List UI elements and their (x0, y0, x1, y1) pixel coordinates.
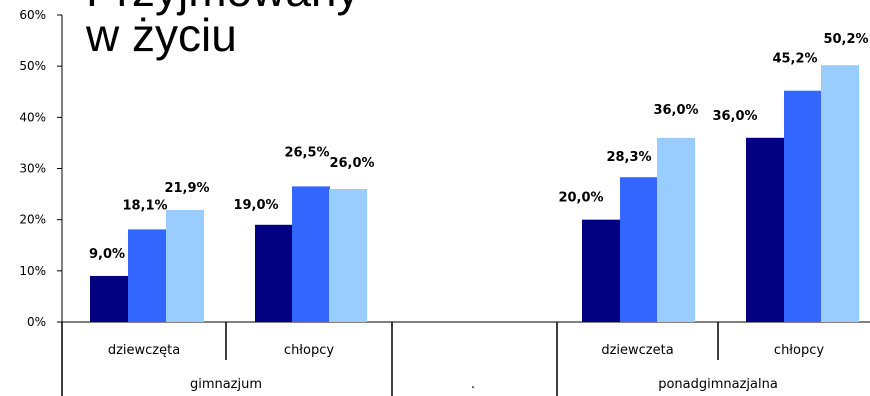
bar (90, 275, 128, 322)
data-label: 20,0% (558, 191, 603, 206)
y-tick-label: 20% (19, 213, 46, 227)
data-label: 45,2% (772, 52, 817, 67)
bar (657, 137, 695, 322)
data-label: 50,2% (823, 32, 868, 47)
chart-title-line1: Przyjmowany (86, 0, 360, 14)
x-category-label: dziewczeta (601, 343, 673, 358)
bar (166, 209, 204, 322)
bar (620, 177, 658, 322)
bar (292, 186, 330, 322)
x-category-label: chłopcy (284, 343, 334, 358)
y-tick-label: 40% (19, 110, 46, 124)
data-label: 9,0% (89, 247, 125, 262)
data-label: 28,3% (606, 150, 651, 165)
y-tick-label: 50% (19, 59, 46, 73)
data-label: 36,0% (712, 109, 757, 124)
y-tick-label: 10% (19, 264, 46, 278)
data-label: 26,5% (284, 145, 329, 160)
y-tick-label: 30% (19, 162, 46, 176)
bar (128, 229, 166, 322)
x-group-label: gimnazjum (190, 377, 262, 392)
bar (329, 188, 367, 322)
data-label: 18,1% (122, 198, 167, 213)
x-category-label: dziewczęta (108, 343, 180, 358)
bar (255, 224, 293, 322)
bar (821, 65, 859, 322)
data-label: 26,0% (329, 156, 374, 171)
chart-title-line2: w życiu (86, 9, 237, 61)
data-label: 19,0% (233, 198, 278, 213)
data-label: 21,9% (164, 181, 209, 196)
bar (746, 137, 784, 322)
bar (582, 219, 620, 322)
bar (784, 90, 822, 322)
x-category-label: chłopcy (774, 343, 824, 358)
data-label: 36,0% (653, 103, 698, 118)
x-group-label: . (471, 377, 475, 392)
x-group-label: ponadgimnazjalna (658, 377, 778, 392)
y-tick-label: 60% (19, 8, 46, 22)
y-tick-label: 0% (27, 315, 46, 329)
